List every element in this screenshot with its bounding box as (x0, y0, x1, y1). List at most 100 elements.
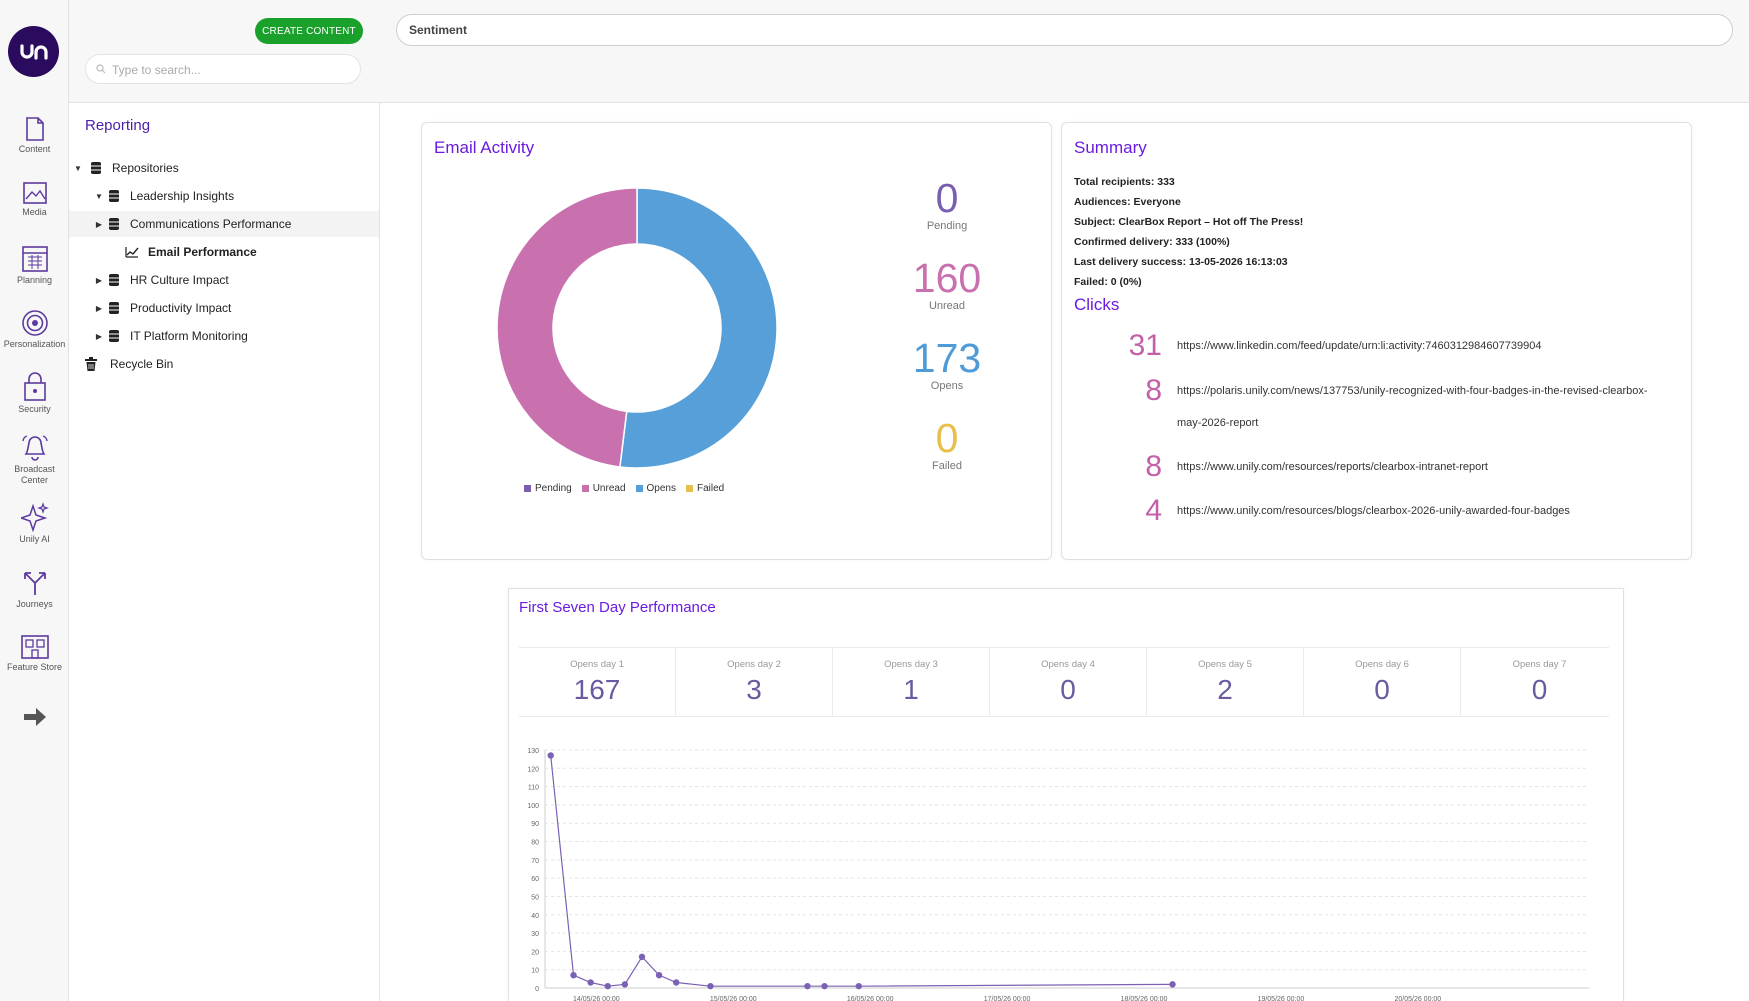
caret-down-icon[interactable]: ▼ (74, 163, 82, 173)
data-point[interactable] (673, 979, 680, 986)
stat-value: 173 (912, 335, 982, 381)
rail-item-personalization[interactable]: Personalization (0, 309, 69, 350)
click-count: 8 (1145, 450, 1162, 483)
rail-label: Planning (16, 275, 53, 285)
x-tick-label: 19/05/26 00:00 (1258, 996, 1305, 1001)
donut-slice-opens[interactable] (619, 187, 778, 469)
document-icon (25, 117, 44, 141)
caret-right-icon[interactable]: ▶ (95, 275, 103, 285)
tree-node-hr-culture-impact[interactable]: ▶ HR Culture Impact (69, 267, 379, 293)
y-tick-label: 110 (528, 785, 539, 792)
sentiment-search-input[interactable] (396, 14, 1733, 46)
day-value: 2 (1217, 674, 1233, 705)
stat-pending: 0 Pending (887, 176, 1007, 232)
create-content-button[interactable]: CREATE CONTENT (255, 18, 363, 44)
tree-search-input[interactable] (112, 60, 352, 80)
rail-label: Broadcast Center (14, 464, 55, 485)
day-label: Opens day 2 (727, 659, 781, 670)
tree-node-label: IT Platform Monitoring (130, 329, 248, 343)
x-tick-label: 18/05/26 00:00 (1121, 996, 1168, 1001)
tree-node-email-performance[interactable]: Email Performance (69, 239, 379, 265)
data-point[interactable] (570, 971, 577, 979)
data-point[interactable] (587, 979, 594, 986)
click-url-link[interactable]: https://www.unily.com/resources/blogs/cl… (1177, 505, 1570, 517)
app-rail: Content Media Planning Personalization S… (0, 0, 69, 1001)
tree-node-label: Recycle Bin (110, 357, 174, 371)
report-main: Email Activity Pending Unread Opens Fail… (380, 103, 1749, 1001)
tree-node-productivity-impact[interactable]: ▶ Productivity Impact (69, 295, 379, 321)
rail-item-media[interactable]: Media (0, 181, 69, 218)
day-label: Opens day 6 (1355, 659, 1409, 670)
caret-right-icon[interactable]: ▶ (95, 303, 103, 313)
data-point[interactable] (547, 752, 554, 759)
email-activity-title: Email Activity (434, 138, 535, 157)
legend-item-failed[interactable]: Failed (685, 483, 724, 494)
legend-label: Opens (646, 483, 676, 494)
x-tick-label: 14/05/26 00:00 (573, 996, 620, 1001)
day-stat: Opens day 6 0 (1304, 647, 1461, 717)
day-label: Opens day 4 (1041, 659, 1095, 670)
expand-rail-button[interactable] (0, 706, 69, 728)
logo-mark-icon (19, 43, 48, 60)
caret-right-icon[interactable]: ▶ (95, 219, 103, 229)
click-url-link[interactable]: https://www.linkedin.com/feed/update/urn… (1177, 340, 1542, 352)
tree-node-repositories[interactable]: ▼ Repositories (69, 155, 379, 181)
x-tick-label: 16/05/26 00:00 (847, 996, 894, 1001)
y-tick-label: 40 (531, 913, 539, 920)
stat-failed: 0 Failed (887, 416, 1007, 472)
rail-item-broadcast-center[interactable]: Broadcast Center (0, 432, 69, 486)
day-stat: Opens day 2 3 (676, 647, 833, 717)
tree-node-leadership-insights[interactable]: ▼ Leadership Insights (69, 183, 379, 209)
stat-label: Pending (926, 220, 968, 232)
unily-logo[interactable] (8, 26, 59, 77)
store-icon (20, 635, 49, 659)
arrow-right-icon (23, 708, 46, 726)
tree-node-it-platform-monitoring[interactable]: ▶ IT Platform Monitoring (69, 323, 379, 349)
day-value: 3 (746, 674, 762, 705)
stat-label: Failed (932, 460, 962, 472)
data-point[interactable] (821, 982, 828, 990)
rail-item-security[interactable]: Security (0, 372, 69, 415)
data-point[interactable] (604, 982, 611, 990)
rail-label: Personalization (3, 339, 66, 349)
tree-node-recycle-bin[interactable]: Recycle Bin (69, 351, 379, 377)
data-point[interactable] (638, 953, 646, 961)
stat-value: 0 (935, 175, 959, 221)
day-label: Opens day 7 (1512, 659, 1567, 670)
caret-right-icon[interactable]: ▶ (95, 331, 103, 341)
clicks-title: Clicks (1074, 295, 1120, 314)
day-label: Opens day 1 (570, 659, 624, 670)
data-point[interactable] (1169, 981, 1176, 988)
stat-opens: 173 Opens (887, 336, 1007, 392)
data-point[interactable] (707, 982, 714, 990)
rail-item-feature-store[interactable]: Feature Store (0, 632, 69, 673)
caret-down-icon[interactable]: ▼ (95, 191, 103, 201)
legend-item-unread[interactable]: Unread (581, 483, 626, 494)
data-point[interactable] (621, 981, 629, 988)
click-url-link-continued[interactable]: may-2026-report (1177, 417, 1259, 429)
click-url-link[interactable]: https://polaris.unily.com/news/137753/un… (1177, 385, 1648, 397)
donut-slice-unread[interactable] (496, 187, 638, 468)
data-point[interactable] (655, 971, 663, 979)
tree-node-label: Leadership Insights (130, 189, 235, 203)
rail-item-journeys[interactable]: Journeys (0, 567, 69, 610)
tree-node-label: Email Performance (148, 245, 257, 259)
summary-line: Last delivery success: 13-05-2026 16:13:… (1074, 256, 1288, 268)
tree-search (85, 54, 361, 84)
click-url-link[interactable]: https://www.unily.com/resources/reports/… (1177, 461, 1488, 473)
y-tick-label: 80 (531, 840, 539, 847)
summary-line: Audiences: Everyone (1074, 196, 1181, 208)
rail-item-content[interactable]: Content (0, 116, 69, 155)
legend-item-opens[interactable]: Opens (635, 483, 676, 494)
rail-item-unily-ai[interactable]: Unily AI (0, 502, 69, 545)
stat-value: 0 (935, 415, 959, 461)
tree-node-communications-performance[interactable]: ▶ Communications Performance (69, 211, 379, 237)
data-point[interactable] (804, 982, 811, 990)
day-value: 0 (1531, 674, 1548, 705)
y-tick-label: 50 (531, 894, 539, 901)
x-tick-label: 15/05/26 00:00 (710, 996, 757, 1001)
rail-item-planning[interactable]: Planning (0, 243, 69, 286)
x-tick-label: 17/05/26 00:00 (984, 996, 1031, 1001)
legend-item-pending[interactable]: Pending (524, 483, 572, 494)
data-point[interactable] (855, 982, 862, 990)
